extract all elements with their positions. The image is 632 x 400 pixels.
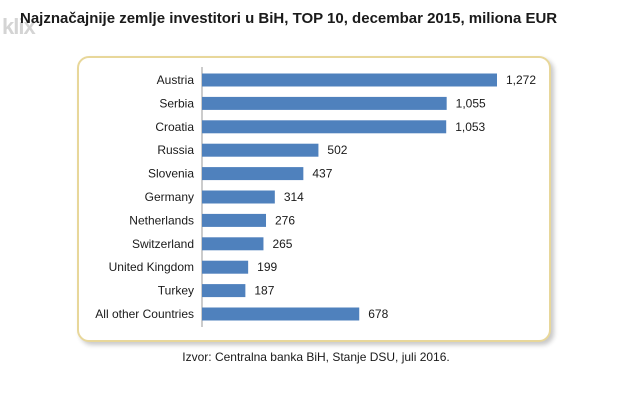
value-label: 199 [257, 260, 277, 274]
value-label: 276 [275, 213, 295, 227]
category-label: Russia [157, 143, 194, 157]
watermark-logo: klix [2, 14, 36, 39]
bar-croatia [202, 120, 447, 134]
category-label: Turkey [158, 284, 194, 298]
value-label: 1,053 [455, 120, 485, 134]
category-label: Serbia [159, 96, 194, 110]
value-label: 1,055 [456, 96, 486, 110]
category-label: Croatia [155, 120, 194, 134]
category-label: Slovenia [148, 167, 194, 181]
value-labels: 1,272 1,055 1,053 502 437 314 276 265 199 187 678 [254, 73, 536, 321]
category-label: Netherlands [129, 213, 194, 227]
category-labels: Austria Serbia Croatia Russia Slovenia German… [95, 73, 194, 321]
category-label: Switzerland [132, 237, 194, 251]
bar-serbia [202, 96, 447, 110]
value-label: 502 [327, 143, 347, 157]
bar-switzerland [202, 237, 264, 251]
bar-germany [202, 190, 275, 204]
value-label: 1,272 [506, 73, 536, 87]
category-label: Austria [157, 73, 195, 87]
value-label: 314 [284, 190, 304, 204]
category-label: United Kingdom [109, 260, 194, 274]
bar-netherlands [202, 213, 267, 227]
bar-austria [202, 73, 497, 87]
bar-turkey [202, 284, 246, 298]
bars [202, 73, 497, 321]
value-label: 437 [312, 167, 332, 181]
bar-russia [202, 143, 319, 157]
source-note: Izvor: Centralna banka BiH, Stanje DSU, … [182, 350, 450, 364]
bar-united-kingdom [202, 260, 249, 274]
value-label: 187 [254, 284, 274, 298]
value-label: 678 [368, 307, 388, 321]
bar-slovenia [202, 167, 304, 181]
category-label: Germany [145, 190, 194, 204]
value-label: 265 [272, 237, 292, 251]
bar-all-other-countries [202, 307, 360, 321]
chart-title: Najznačajnije zemlje investitori u BiH, … [20, 10, 558, 27]
category-label: All other Countries [95, 307, 194, 321]
